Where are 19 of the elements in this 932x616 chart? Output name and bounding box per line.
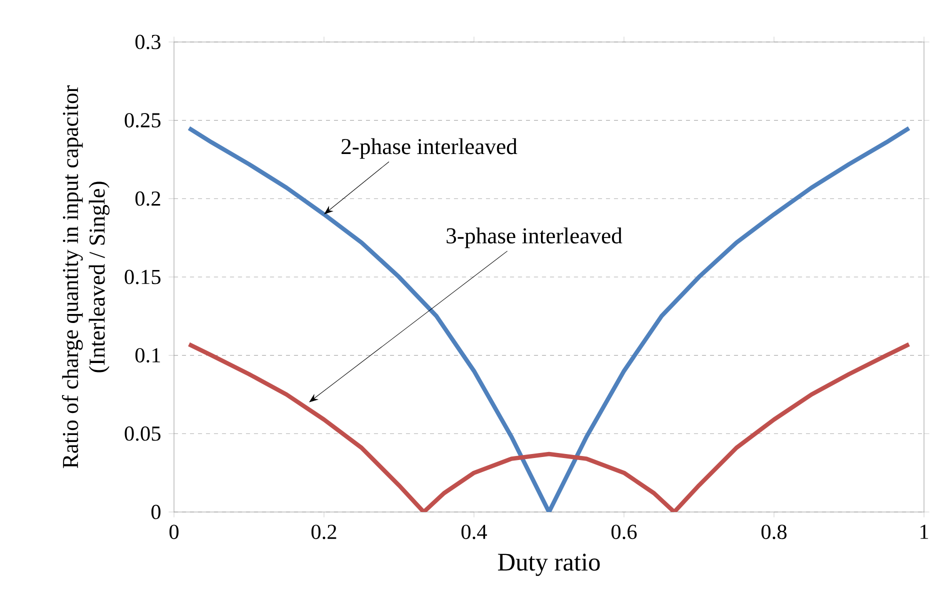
y-tick-label: 0.1 bbox=[135, 348, 160, 363]
y-tick-label: 0.2 bbox=[135, 191, 160, 206]
y-tick-label: 0.05 bbox=[124, 426, 160, 441]
y-tick-label: 0 bbox=[151, 504, 160, 520]
y-axis-title: Ratio of charge quantity in input capacitor (Interleaved / Single) bbox=[62, 85, 110, 468]
x-axis-title: Duty ratio bbox=[498, 554, 600, 576]
line-series bbox=[186, 342, 912, 512]
y-tick-label: 0.3 bbox=[135, 34, 160, 50]
x-tick-label: 0 bbox=[169, 524, 179, 540]
line-series bbox=[186, 126, 912, 512]
annotation: 2-phase interleaved bbox=[342, 138, 518, 159]
x-tick-label: 0.2 bbox=[311, 524, 336, 540]
x-tick-label: 0.8 bbox=[761, 524, 787, 540]
y-tick-label: 0.25 bbox=[124, 113, 160, 128]
annotation: 3-phase interleaved bbox=[446, 228, 622, 248]
x-tick-label: 0.4 bbox=[461, 524, 487, 540]
x-tick-label: 1 bbox=[920, 524, 928, 539]
x-tick-label: 0.6 bbox=[611, 524, 637, 540]
y-tick-label: 0.15 bbox=[124, 270, 160, 284]
